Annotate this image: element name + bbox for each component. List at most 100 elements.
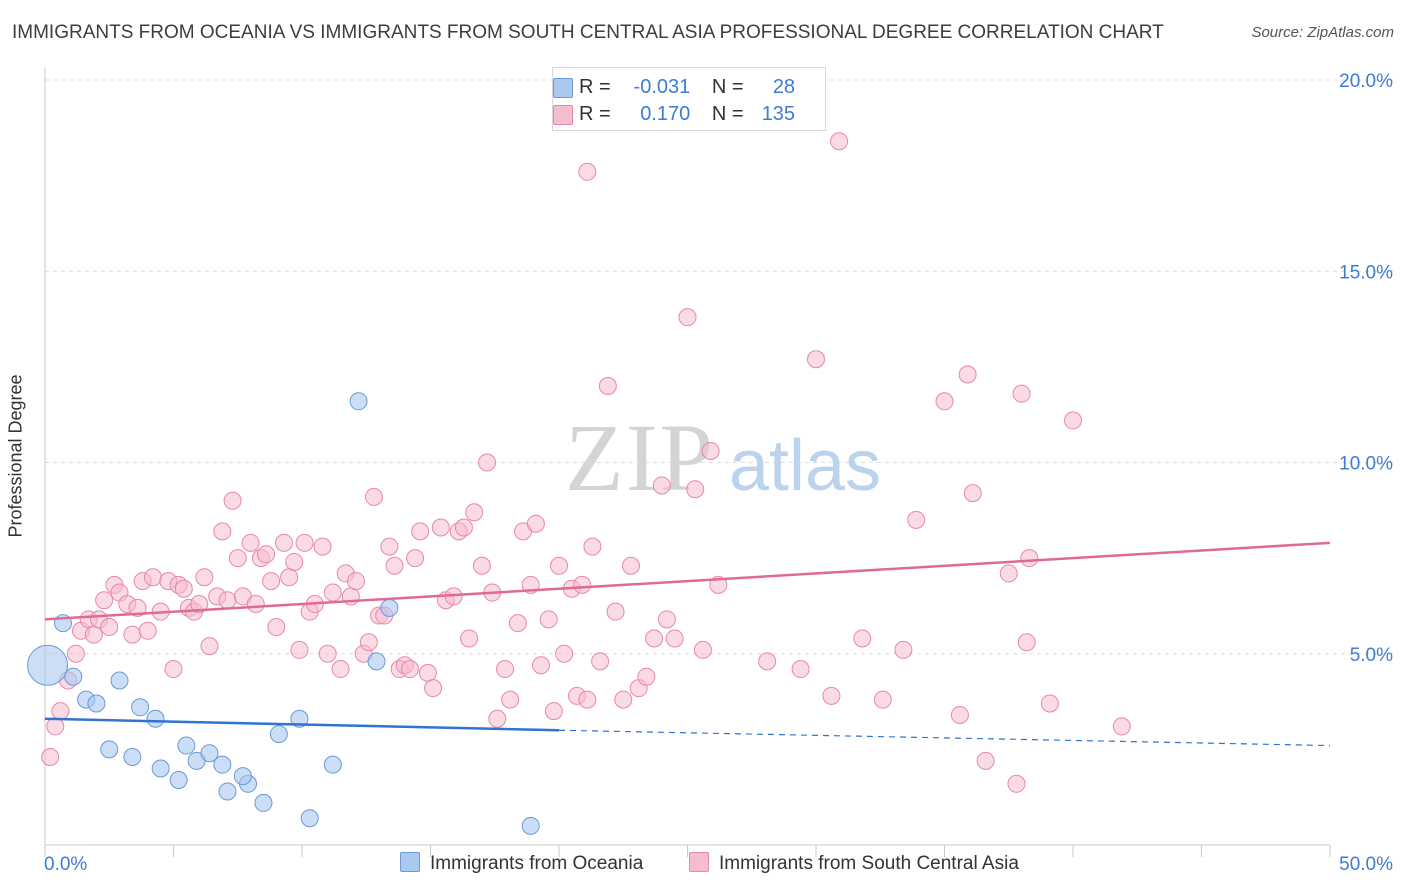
point-south-central-asia	[758, 652, 777, 671]
point-south-central-asia	[508, 614, 527, 633]
point-south-central-asia	[66, 644, 85, 663]
point-south-central-asia	[138, 621, 157, 640]
point-oceania	[300, 809, 319, 828]
point-oceania	[200, 744, 219, 763]
point-south-central-asia	[51, 702, 70, 721]
point-south-central-asia	[578, 690, 597, 709]
point-south-central-asia	[41, 748, 60, 767]
svg-text:atlas: atlas	[729, 426, 881, 506]
point-south-central-asia	[285, 552, 304, 571]
point-south-central-asia	[701, 442, 720, 461]
point-oceania	[177, 736, 196, 755]
point-south-central-asia	[318, 644, 337, 663]
point-south-central-asia	[583, 537, 602, 556]
point-oceania	[131, 698, 150, 717]
point-oceania	[521, 816, 540, 835]
point-south-central-asia	[400, 660, 419, 679]
point-oceania	[380, 598, 399, 617]
y-tick-label: 10.0%	[1339, 454, 1393, 475]
point-oceania	[349, 392, 368, 411]
point-south-central-asia	[431, 518, 450, 537]
point-south-central-asia	[128, 598, 147, 617]
legend-r-label: R =	[579, 103, 611, 125]
watermark: ZIP atlas	[565, 404, 881, 511]
point-south-central-asia	[678, 308, 697, 327]
point-south-central-asia	[323, 583, 342, 602]
point-south-central-asia	[424, 679, 443, 698]
point-south-central-asia	[807, 350, 825, 369]
y-tick-label: 5.0%	[1350, 645, 1393, 666]
point-south-central-asia	[465, 503, 484, 522]
point-south-central-asia	[228, 549, 247, 568]
point-south-central-asia	[573, 575, 592, 594]
point-south-central-asia	[406, 549, 425, 568]
point-south-central-asia	[174, 579, 193, 598]
legend-row-oceania: R = -0.031 N = 28	[553, 76, 795, 100]
point-south-central-asia	[275, 533, 294, 552]
point-oceania	[64, 667, 83, 686]
point-south-central-asia	[241, 533, 260, 552]
point-oceania	[87, 694, 106, 713]
point-south-central-asia	[290, 640, 309, 659]
point-south-central-asia	[1007, 774, 1026, 793]
point-oceania	[213, 755, 232, 774]
bottom-legend-swatch-oceania	[400, 852, 420, 872]
point-south-central-asia	[907, 510, 926, 529]
point-oceania	[233, 767, 252, 786]
y-tick-label: 15.0%	[1339, 262, 1393, 283]
point-oceania	[367, 652, 386, 671]
point-south-central-asia	[614, 690, 633, 709]
point-south-central-asia	[195, 568, 214, 587]
point-oceania	[151, 759, 170, 778]
point-south-central-asia	[213, 522, 232, 541]
point-oceania	[269, 725, 288, 744]
point-south-central-asia	[935, 392, 954, 411]
point-south-central-asia	[822, 686, 841, 705]
point-south-central-asia	[1112, 717, 1131, 736]
point-south-central-asia	[262, 572, 281, 591]
data-points	[27, 132, 1131, 835]
point-south-central-asia	[526, 514, 545, 533]
chart-title: IMMIGRANTS FROM OCEANIA VS IMMIGRANTS FR…	[12, 22, 1164, 43]
point-south-central-asia	[555, 644, 574, 663]
legend-row-south-central-asia: R = 0.170 N = 135	[553, 103, 795, 127]
point-south-central-asia	[894, 640, 913, 659]
point-south-central-asia	[791, 660, 810, 679]
point-oceania	[100, 740, 119, 759]
point-south-central-asia	[853, 629, 872, 648]
point-oceania	[254, 793, 273, 812]
point-south-central-asia	[976, 751, 995, 770]
point-oceania	[169, 770, 188, 789]
y-axis-label: Professional Degree	[5, 374, 26, 538]
trend-line-oceania-extension	[558, 729, 1331, 747]
point-south-central-asia	[598, 377, 617, 395]
point-south-central-asia	[950, 705, 969, 724]
point-south-central-asia	[550, 556, 568, 575]
point-south-central-asia	[313, 537, 332, 556]
trend-lines	[44, 541, 1331, 747]
point-south-central-asia	[544, 702, 563, 721]
legend-r-value: -0.031	[633, 76, 691, 98]
bottom-legend-oceania: Immigrants from Oceania	[400, 852, 643, 878]
legend-n-label: N =	[711, 103, 744, 125]
point-south-central-asia	[645, 629, 664, 648]
point-south-central-asia	[257, 545, 276, 564]
point-south-central-asia	[657, 610, 676, 629]
point-south-central-asia	[46, 717, 65, 736]
axes	[44, 68, 1331, 857]
point-south-central-asia	[693, 640, 712, 659]
point-south-central-asia	[123, 625, 142, 644]
bottom-legend-south-central-asia: Immigrants from South Central Asia	[689, 852, 1019, 878]
point-south-central-asia	[606, 602, 625, 621]
y-tick-label: 20.0%	[1339, 71, 1393, 92]
point-south-central-asia	[267, 617, 286, 636]
point-south-central-asia	[501, 690, 520, 709]
point-south-central-asia	[364, 487, 383, 506]
point-south-central-asia	[380, 537, 399, 556]
bottom-legend-swatch-south-central-asia	[689, 852, 709, 872]
legend-swatch-south-central-asia	[553, 105, 573, 125]
point-oceania	[323, 755, 342, 774]
point-south-central-asia	[958, 365, 977, 384]
point-south-central-asia	[830, 132, 849, 151]
